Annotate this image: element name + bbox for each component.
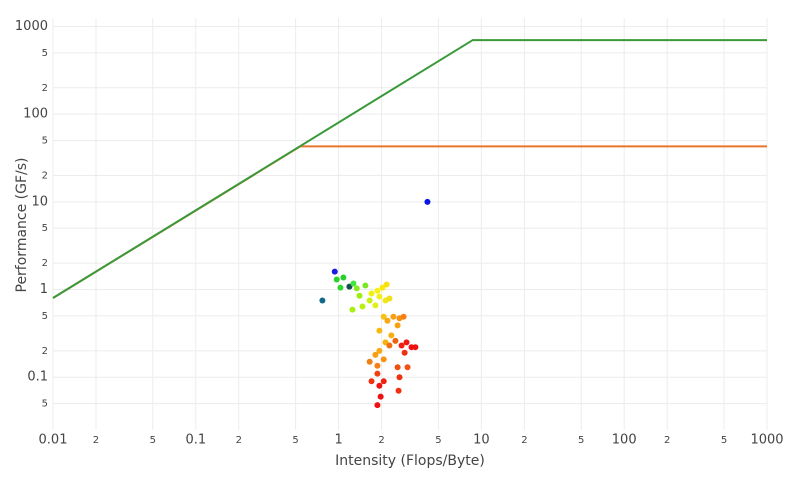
- data-point: [403, 339, 410, 346]
- data-point: [386, 295, 393, 302]
- data-point: [380, 378, 387, 385]
- data-point: [394, 322, 401, 329]
- data-point: [376, 293, 383, 300]
- data-point: [333, 276, 340, 283]
- data-point: [374, 287, 381, 294]
- data-point: [404, 364, 411, 371]
- x-tick-label: 2: [521, 435, 527, 446]
- y-tick-label: 100: [23, 107, 48, 122]
- y-tick-label: 2: [42, 258, 48, 269]
- y-tick-label: 0.1: [27, 370, 48, 385]
- data-point: [362, 282, 369, 289]
- data-point: [366, 297, 373, 304]
- y-tick-label: 1: [40, 282, 48, 297]
- y-tick-label: 5: [42, 136, 48, 147]
- data-point: [366, 358, 373, 365]
- data-point: [400, 313, 407, 320]
- data-point: [386, 342, 393, 349]
- data-point: [392, 337, 399, 344]
- data-point: [374, 362, 381, 369]
- data-point: [356, 292, 363, 299]
- x-axis-label: Intensity (Flops/Byte): [335, 453, 485, 469]
- data-point: [394, 364, 401, 371]
- x-tick-label: 2: [236, 435, 242, 446]
- x-tick-label: 5: [435, 435, 441, 446]
- x-tick-label: 1: [334, 433, 342, 448]
- roof-line: [52, 145, 767, 299]
- y-tick-label: 10: [31, 194, 48, 209]
- x-tick-label: 2: [378, 435, 384, 446]
- data-point: [376, 347, 383, 354]
- data-point: [379, 284, 386, 291]
- data-point: [372, 351, 379, 358]
- x-tick-label: 2: [93, 435, 99, 446]
- data-point: [331, 268, 338, 275]
- data-point: [383, 281, 390, 288]
- data-point: [380, 313, 387, 320]
- data-point: [424, 198, 431, 205]
- x-tick-label: 100: [612, 433, 637, 448]
- data-point: [374, 402, 381, 409]
- data-point: [353, 285, 360, 292]
- x-tick-label: 0.01: [39, 433, 68, 448]
- roof-line: [52, 39, 767, 299]
- data-point: [319, 297, 326, 304]
- x-tick-label: 5: [292, 435, 298, 446]
- y-tick-label: 5: [42, 399, 48, 410]
- y-tick-label: 2: [42, 83, 48, 94]
- data-point: [374, 370, 381, 377]
- data-point: [368, 290, 375, 297]
- data-point: [395, 387, 402, 394]
- data-point: [401, 349, 408, 356]
- data-point: [368, 378, 375, 385]
- y-tick-label: 5: [42, 48, 48, 59]
- data-point: [380, 356, 387, 363]
- data-point: [340, 274, 347, 281]
- data-point: [372, 302, 379, 309]
- data-point: [388, 332, 395, 339]
- x-tick-label: 5: [150, 435, 156, 446]
- data-point: [396, 374, 403, 381]
- y-tick-label: 2: [42, 170, 48, 181]
- data-point: [377, 393, 384, 400]
- y-tick-label: 1000: [15, 19, 48, 34]
- x-tick-label: 5: [721, 435, 727, 446]
- data-point: [412, 344, 419, 351]
- y-tick-label: 5: [42, 223, 48, 234]
- data-point: [398, 342, 405, 349]
- x-tick-label: 2: [664, 435, 670, 446]
- x-tick-label: 10: [473, 433, 490, 448]
- x-tick-label: 5: [578, 435, 584, 446]
- x-tick-label: 0.1: [185, 433, 206, 448]
- y-tick-label: 2: [42, 346, 48, 357]
- y-tick-label: 5: [42, 311, 48, 322]
- data-point: [359, 303, 366, 310]
- y-axis-label: Performance (GF/s): [14, 157, 30, 292]
- data-point: [384, 317, 391, 324]
- x-tick-label: 1000: [750, 433, 783, 448]
- data-point: [350, 280, 357, 287]
- data-point: [376, 382, 383, 389]
- data-point: [349, 306, 356, 313]
- data-point: [376, 327, 383, 334]
- data-point: [390, 313, 397, 320]
- data-point: [337, 284, 344, 291]
